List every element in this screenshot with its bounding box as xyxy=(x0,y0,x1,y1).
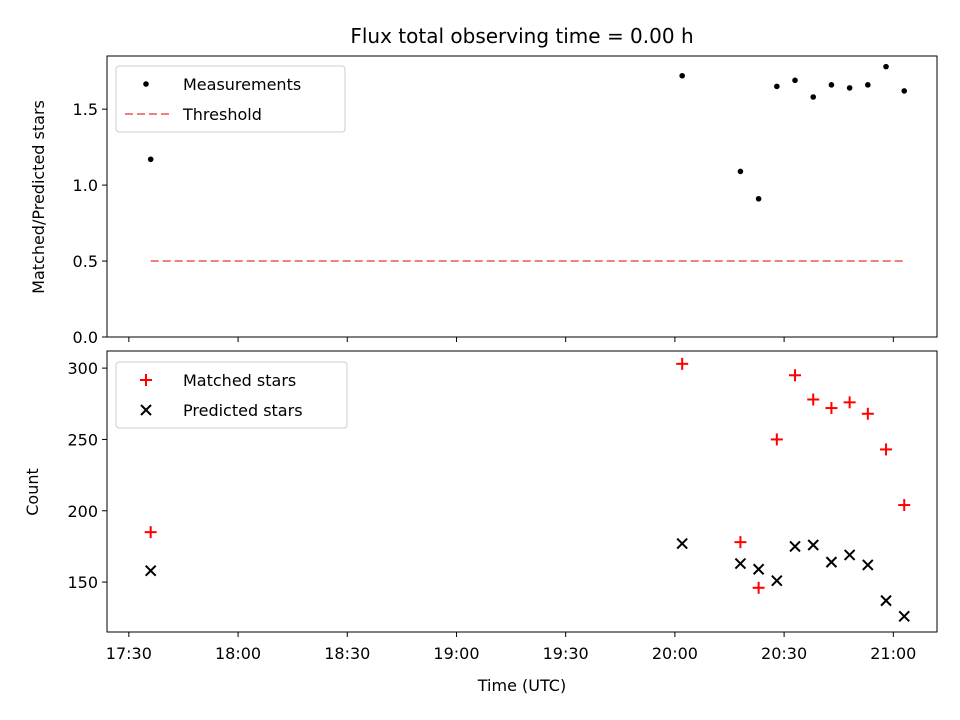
predicted-stars-point xyxy=(771,574,783,587)
predicted-stars-legend-marker xyxy=(140,404,152,416)
count-plot-area xyxy=(144,357,911,623)
predicted-stars-point xyxy=(676,537,688,550)
x-axis-label: Time (UTC) xyxy=(477,676,566,695)
measurements-point xyxy=(846,85,853,91)
predicted-stars-point xyxy=(862,559,874,571)
matched-stars-point xyxy=(843,396,856,409)
count-axis-ticks: 150 200 250 300 17:30 18:00 18:30 19:00 19:30 20:… xyxy=(67,359,916,663)
ratio-y-axis-label: Matched/Predicted stars xyxy=(29,100,48,294)
ratio-plot-area xyxy=(147,63,908,263)
x-tick-label: 19:30 xyxy=(543,644,589,663)
matched-stars-point xyxy=(144,526,157,539)
measurements-point xyxy=(828,82,835,88)
matched-stars-point xyxy=(789,369,802,382)
count-y-tick-label: 200 xyxy=(67,502,98,521)
matched-stars-point xyxy=(770,433,783,446)
threshold-legend-label: Threshold xyxy=(182,105,262,124)
matched-stars-point xyxy=(880,443,893,456)
count-legend-box xyxy=(115,361,348,429)
measurements-point xyxy=(792,77,798,84)
measurements-point xyxy=(774,83,780,90)
predicted-stars-point xyxy=(898,610,910,623)
predicted-stars-point xyxy=(807,539,819,551)
x-tick-label: 18:30 xyxy=(324,644,370,663)
predicted-stars-point xyxy=(734,557,747,570)
matched-stars-point xyxy=(676,357,689,370)
ratio-y-tick-label: 0.5 xyxy=(73,252,98,271)
predicted-stars-point xyxy=(752,563,765,575)
predicted-stars-point xyxy=(843,549,856,561)
predicted-stars-legend-label: Predicted stars xyxy=(183,401,303,420)
measurements-legend-label: Measurements xyxy=(183,75,301,94)
measurements-point xyxy=(865,82,871,88)
x-tick-label: 21:00 xyxy=(870,644,916,663)
matched-stars-point xyxy=(898,499,911,512)
x-tick-label: 20:00 xyxy=(652,644,698,663)
measurements-point xyxy=(147,156,154,163)
matched-stars-point xyxy=(734,536,747,549)
measurements-point xyxy=(737,168,744,175)
matched-stars-legend-label: Matched stars xyxy=(183,371,296,390)
ratio-axes-frame xyxy=(106,55,938,338)
count-axes-frame xyxy=(106,350,938,633)
count-y-tick-label: 250 xyxy=(67,430,98,449)
matched-stars-point xyxy=(861,407,874,420)
count-y-tick-label: 300 xyxy=(67,359,98,378)
count-y-tick-label: 150 xyxy=(67,573,98,592)
ratio-legend-box xyxy=(115,65,346,133)
x-tick-label: 17:30 xyxy=(106,644,152,663)
x-tick-label: 19:00 xyxy=(433,644,479,663)
measurements-point xyxy=(901,88,908,94)
ratio-y-tick-label: 1.0 xyxy=(73,176,98,195)
measurements-legend-marker xyxy=(143,81,149,87)
chart-title: Flux total observing time = 0.00 h xyxy=(350,24,693,48)
x-tick-label: 20:30 xyxy=(761,644,807,663)
matched-stars-legend-marker xyxy=(140,374,152,386)
count-y-axis-label: Count xyxy=(23,468,42,516)
ratio-y-tick-label: 0.0 xyxy=(73,328,98,347)
ratio-y-tick-label: 1.5 xyxy=(73,100,98,119)
ratio-legend: Measurements Threshold xyxy=(115,65,346,133)
matched-stars-point xyxy=(825,402,838,415)
ratio-panel: Flux total observing time = 0.00 h Match… xyxy=(29,24,938,347)
count-legend: Matched stars Predicted stars xyxy=(115,361,348,429)
predicted-stars-point xyxy=(789,540,801,553)
matched-stars-point xyxy=(807,393,820,406)
measurements-point xyxy=(883,63,889,70)
predicted-stars-point xyxy=(825,556,838,568)
measurements-point xyxy=(755,195,762,202)
predicted-stars-point xyxy=(144,564,157,577)
x-tick-label: 18:00 xyxy=(215,644,261,663)
measurements-point xyxy=(810,94,817,100)
matched-stars-point xyxy=(752,581,765,594)
ratio-axis-ticks: 0.0 0.5 1.0 1.5 xyxy=(73,100,894,347)
predicted-stars-point xyxy=(880,594,892,607)
measurements-point xyxy=(679,72,685,79)
